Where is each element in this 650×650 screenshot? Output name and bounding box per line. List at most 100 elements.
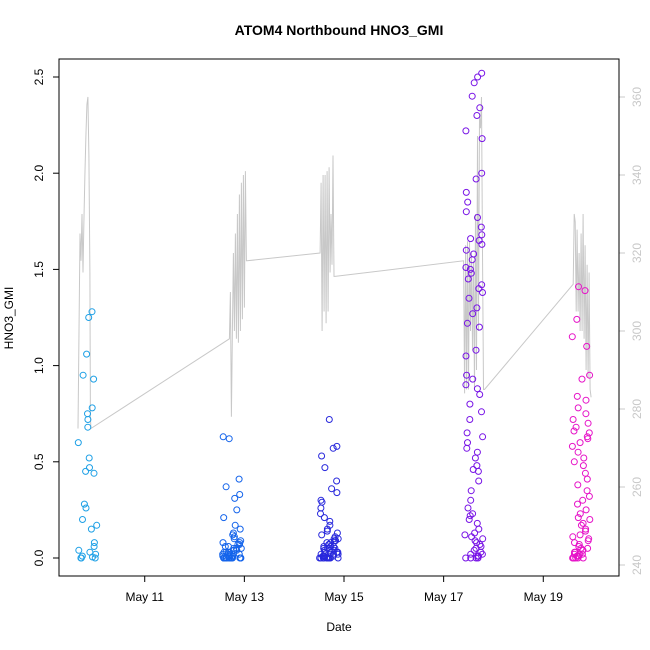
data-point [571, 539, 578, 547]
data-point [87, 525, 95, 533]
data-point [230, 535, 238, 543]
y-axis-label: HNO3_GMI [2, 287, 16, 350]
chart-title: ATOM4 Northbound HNO3_GMI [235, 22, 444, 38]
data-point [575, 543, 583, 550]
data-point [472, 544, 480, 552]
x-axis-label: Date [326, 620, 352, 634]
data-point [79, 371, 87, 379]
series-flight-may-19 [568, 283, 594, 562]
data-point [219, 433, 227, 441]
data-point [574, 404, 582, 412]
x-tick-label: May 13 [225, 590, 265, 604]
data-point [91, 554, 99, 562]
data-point [222, 554, 230, 562]
data-point [582, 410, 590, 418]
data-point [467, 235, 475, 243]
data-point [80, 500, 88, 508]
data-point [478, 550, 486, 558]
data-point [462, 352, 470, 360]
data-point [574, 554, 582, 562]
y2-tick-label: 360 [630, 87, 644, 107]
data-point [475, 525, 483, 533]
data-point [236, 491, 244, 498]
data-point [333, 442, 341, 450]
data-point [578, 375, 586, 383]
data-point [229, 531, 237, 539]
data-point [468, 92, 476, 100]
data-point [472, 346, 480, 354]
data-point [477, 223, 485, 231]
data-point [576, 531, 584, 539]
data-point [474, 73, 482, 81]
scatter-point-layer [74, 69, 594, 562]
data-point [333, 477, 341, 485]
data-point [462, 208, 470, 216]
data-point [466, 416, 474, 423]
data-point [476, 391, 484, 398]
x-tick-label: May 19 [524, 590, 564, 604]
data-point [583, 475, 591, 483]
y2-tick-label: 340 [630, 165, 644, 185]
data-point [467, 487, 475, 495]
data-point [579, 554, 587, 562]
data-point [475, 323, 483, 331]
data-point [569, 416, 577, 423]
y2-tick-label: 300 [630, 321, 644, 341]
data-point [572, 423, 580, 431]
data-point [475, 285, 483, 293]
data-point [326, 554, 334, 562]
data-point [467, 269, 475, 277]
data-point [469, 310, 477, 318]
data-point [74, 439, 82, 447]
data-point [478, 135, 486, 143]
data-point [464, 504, 472, 512]
data-point [88, 404, 96, 412]
data-point [225, 435, 233, 443]
secondary-trace-line [77, 96, 592, 430]
data-point [466, 265, 474, 273]
data-point [476, 104, 484, 112]
data-point [579, 462, 587, 470]
data-point [463, 444, 471, 452]
data-point [319, 554, 327, 562]
data-point [579, 496, 587, 504]
data-point [323, 554, 330, 562]
data-point [479, 289, 486, 296]
data-point [478, 169, 486, 177]
data-point [579, 519, 587, 527]
data-point [82, 504, 90, 512]
data-point [574, 481, 582, 489]
data-point [582, 506, 590, 514]
data-point [474, 467, 482, 475]
data-point [473, 385, 481, 393]
y-tick-label: 1.0 [32, 357, 46, 374]
data-point [473, 112, 481, 119]
x-tick-label: May 15 [324, 590, 364, 604]
data-point [580, 454, 588, 462]
data-point [84, 416, 92, 423]
y2-tick-label: 280 [630, 399, 644, 419]
data-point [581, 287, 589, 295]
data-point [77, 554, 85, 562]
data-point [85, 314, 93, 321]
data-point [584, 435, 592, 443]
data-point [325, 416, 333, 423]
data-point [227, 554, 235, 562]
data-point [582, 525, 590, 533]
data-point [231, 521, 239, 529]
data-point [328, 485, 336, 493]
data-point [317, 510, 324, 518]
data-point [568, 333, 576, 341]
data-point [576, 510, 584, 518]
data-point [572, 554, 580, 562]
data-point [316, 554, 324, 562]
data-point [465, 294, 473, 302]
data-point [584, 419, 592, 427]
data-point [462, 188, 470, 196]
y-tick-label: 2.0 [32, 165, 46, 182]
plot-frame [58, 58, 620, 577]
data-point [574, 500, 581, 508]
data-point [236, 525, 244, 533]
